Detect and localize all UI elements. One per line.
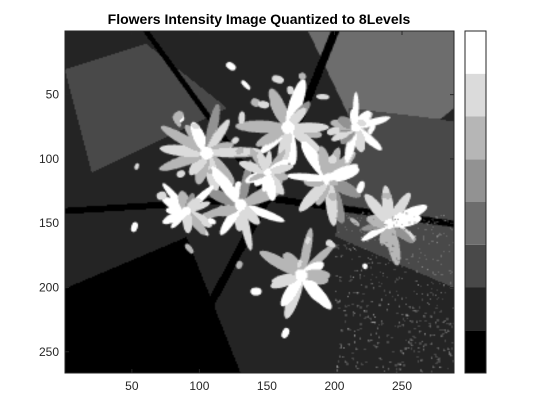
image-raster [65, 31, 454, 373]
image-axes: 50 100 150 200 250 50 100 150 200 250 [39, 30, 455, 393]
x-tick-label: 150 [257, 379, 277, 393]
x-tick-label: 200 [324, 379, 344, 393]
colorbar-level-swatch [465, 330, 486, 373]
colorbar-level-swatch [465, 73, 486, 117]
x-tick-label: 250 [392, 379, 412, 393]
x-tick-label: 50 [125, 379, 139, 393]
colorbar-level-swatch [465, 287, 486, 331]
y-tick-label: 250 [39, 345, 59, 359]
x-axis-ticks: 50 100 150 200 250 [125, 31, 412, 393]
y-tick-label: 50 [46, 88, 60, 102]
y-axis-ticks: 50 100 150 200 250 [39, 88, 454, 359]
colorbar-level-swatch [465, 31, 486, 74]
quantized-image [65, 31, 454, 373]
colorbar-levels [465, 31, 486, 373]
axes-frame [64, 30, 455, 374]
colorbar-level-swatch [465, 116, 486, 160]
colorbar [464, 30, 487, 374]
chart-title: Flowers Intensity Image Quantized to 8Le… [108, 11, 411, 27]
y-tick-label: 200 [39, 281, 59, 295]
colorbar-level-swatch [465, 159, 486, 202]
colorbar-level-swatch [465, 244, 486, 288]
y-tick-label: 150 [39, 216, 59, 230]
colorbar-level-swatch [465, 202, 486, 245]
y-tick-label: 100 [39, 152, 59, 166]
x-tick-label: 100 [189, 379, 209, 393]
colorbar-frame [464, 30, 487, 374]
